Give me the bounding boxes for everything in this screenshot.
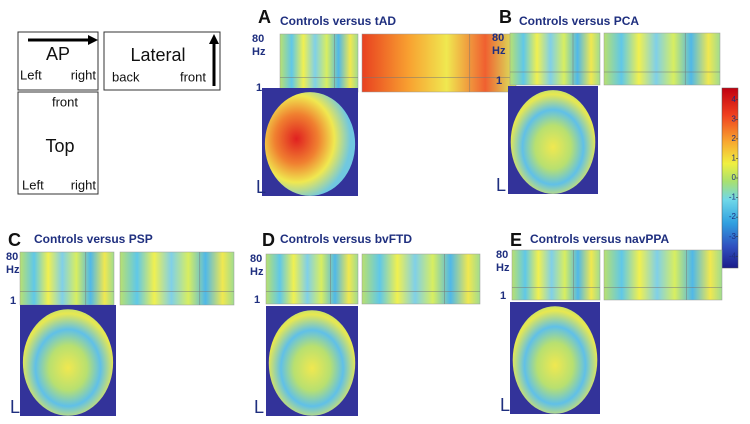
legend-label: Left [22,177,44,192]
y-axis-label: 1 [10,295,16,307]
panel-title: Controls versus bvFTD [280,232,412,246]
legend-label: back [112,69,140,84]
panel-letter: A [258,7,271,27]
view-label: L [254,397,264,417]
brain-map [512,306,598,414]
y-axis-unit: Hz [6,264,20,276]
legend-box [103,31,221,91]
colorbar-tick-label: 1 [732,154,737,163]
spectrogram [265,253,359,305]
legend-label: right [71,67,97,82]
panel-letter: B [499,7,512,27]
spectrogram [361,33,517,93]
arrow-head [209,34,219,44]
arrow-head [88,35,98,45]
colorbar-tick-label: -3 [729,232,737,241]
panel-title: Controls versus PCA [519,14,639,28]
y-axis-unit: Hz [496,262,510,274]
y-axis-label: 80 [252,33,264,45]
spectrogram [603,32,721,86]
colorbar-tick-label: 4 [732,95,737,104]
y-axis-unit: Hz [252,46,266,58]
colorbar-tick-label: 2 [732,134,737,143]
spectrogram [119,251,235,306]
y-axis-label: 1 [256,82,262,94]
y-axis-label: 1 [500,290,506,302]
legend-label: front [180,69,206,84]
y-axis-label: 80 [492,32,504,44]
brain-map [510,90,596,194]
brain-map [22,309,114,416]
panel-title: Controls versus navPPA [530,232,669,246]
colorbar-tick-label: 3 [732,114,737,123]
legend-label: right [71,177,97,192]
panel-letter: D [262,230,275,250]
panel-letter: E [510,230,522,250]
y-axis-label: 1 [254,294,260,306]
legend-title: Top [45,136,74,156]
view-label: L [256,177,266,197]
spectrogram [603,249,723,301]
view-label: L [496,175,506,195]
legend-box [17,91,99,195]
legend-box [17,31,99,91]
spectrogram [361,253,481,305]
y-axis-label: 80 [6,251,18,263]
colorbar-tick-label: -2 [729,212,737,221]
y-axis-label: 1 [496,75,502,87]
panel-title: Controls versus tAD [280,14,396,28]
brain-map [264,92,356,196]
y-axis-label: 80 [496,249,508,261]
y-axis-unit: Hz [250,266,264,278]
brain-map [268,310,356,416]
legend-label: Left [20,67,42,82]
panel-title: Controls versus PSP [34,232,153,246]
legend-title: Lateral [130,45,185,65]
legend-title: AP [46,44,70,64]
colorbar-tick-label: -1 [729,193,737,202]
panel-letter: C [8,230,21,250]
spectrogram [19,251,115,306]
spectrogram [509,32,601,86]
colorbar-tick-label: -4 [729,251,737,260]
y-axis-label: 80 [250,253,262,265]
colorbar-tick-label: 0 [732,173,737,182]
legend-label: front [52,94,78,109]
y-axis-unit: Hz [492,45,506,57]
view-label: L [10,397,20,417]
view-label: L [500,395,510,415]
spectrogram [279,33,359,93]
spectrogram [511,249,601,301]
